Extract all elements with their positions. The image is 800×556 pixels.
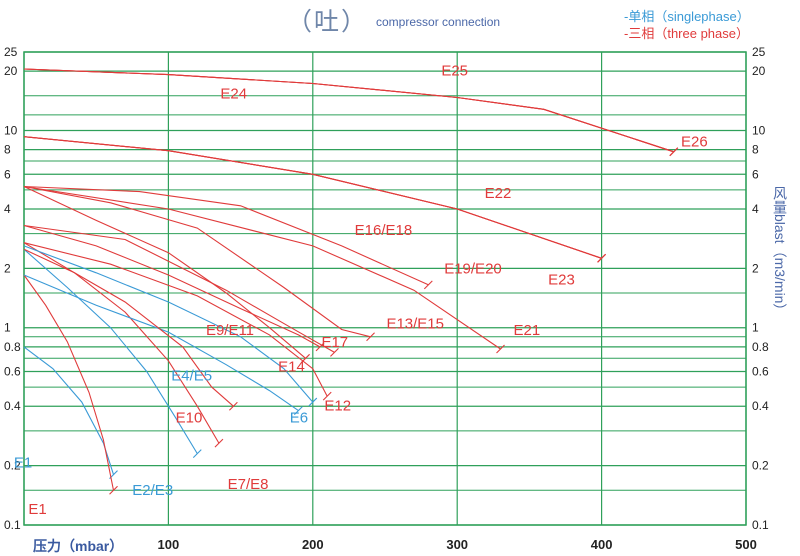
y-tick-label-left: 20 bbox=[4, 64, 18, 78]
series-end-tick bbox=[192, 449, 202, 459]
series-end-tick bbox=[597, 253, 606, 263]
y-tick-label-right: 8 bbox=[752, 143, 759, 157]
y-tick-label-right: 0.4 bbox=[752, 399, 769, 413]
series-end-tick bbox=[330, 348, 339, 357]
y-tick-label-right: 0.8 bbox=[752, 340, 769, 354]
y-tick-label-right: 1 bbox=[752, 321, 759, 335]
y-tick-label-left: 0.8 bbox=[4, 340, 21, 354]
series-line-e23 bbox=[23, 136, 602, 259]
series-end-tick bbox=[109, 485, 118, 495]
y-axis-label: 风量blast（m3/min） bbox=[772, 186, 788, 318]
series-label-e7-e8: E7/E8 bbox=[228, 476, 269, 493]
series-line-e2-e3 bbox=[23, 248, 198, 454]
y-tick-label-left: 4 bbox=[4, 202, 11, 216]
series-line-e13-e15 bbox=[23, 185, 371, 338]
series-end-tick bbox=[308, 397, 318, 407]
x-tick-label: 200 bbox=[302, 537, 324, 552]
series-end-tick bbox=[322, 391, 332, 401]
y-tick-label-right: 20 bbox=[752, 64, 766, 78]
series-end-tick bbox=[423, 280, 433, 290]
series-end-tick bbox=[669, 147, 679, 157]
series-end-tick bbox=[496, 344, 505, 354]
series-label-e25: E25 bbox=[441, 63, 468, 80]
series-line-e6 bbox=[23, 245, 314, 403]
plot-frame bbox=[23, 51, 747, 526]
series-line-e1 bbox=[23, 274, 115, 491]
x-tick-label: 400 bbox=[591, 537, 613, 552]
y-tick-label-left: 6 bbox=[4, 167, 11, 181]
series-end-tick bbox=[293, 406, 303, 416]
series-line-e9-e11 bbox=[23, 224, 321, 348]
series-label-e17: E17 bbox=[321, 334, 348, 351]
legend-three-phase: -三相（three phase） bbox=[624, 26, 749, 41]
x-tick-label: 300 bbox=[446, 537, 468, 552]
series-label-e22: E22 bbox=[485, 185, 512, 202]
chart-subtitle: compressor connection bbox=[376, 15, 501, 29]
y-tick-label-right: 10 bbox=[752, 123, 766, 137]
series-label-e1: E1 bbox=[14, 454, 32, 471]
y-tick-label-right: 0.6 bbox=[752, 365, 769, 379]
series-line-e14 bbox=[23, 186, 306, 359]
y-tick-label-left: 8 bbox=[4, 143, 11, 157]
series-end-tick bbox=[228, 401, 238, 411]
series-end-tick bbox=[366, 332, 375, 342]
chart-title: （吐） bbox=[287, 8, 369, 36]
series-line-e24 bbox=[23, 68, 674, 153]
y-tick-label-left: 10 bbox=[4, 123, 18, 137]
series-line-e26 bbox=[23, 68, 674, 153]
series-label-e16-e18: E16/E18 bbox=[355, 222, 413, 239]
series-line-e1 bbox=[23, 346, 115, 475]
y-tick-label-left: 0.1 bbox=[4, 518, 21, 532]
series-line-e7-e8 bbox=[23, 242, 220, 444]
y-tick-label-left: 0.4 bbox=[4, 399, 21, 413]
legend-single-phase: -单相（singlephase） bbox=[624, 9, 750, 24]
y-tick-label-left: 1 bbox=[4, 321, 11, 335]
series-label-e19-e20: E19/E20 bbox=[444, 261, 502, 278]
series-line-e17 bbox=[23, 224, 335, 353]
y-tick-label-left: 0.2 bbox=[4, 459, 21, 473]
series-label-e2-e3: E2/E3 bbox=[132, 482, 173, 499]
series-label-e14: E14 bbox=[278, 359, 305, 376]
x-tick-label: 500 bbox=[735, 537, 757, 552]
series-label-e12: E12 bbox=[324, 398, 351, 415]
series-label-e21: E21 bbox=[514, 322, 541, 339]
y-tick-label-left: 0.6 bbox=[4, 365, 21, 379]
series-label-e13-e15: E13/E15 bbox=[386, 316, 444, 333]
x-axis-label: 压力（mbar） bbox=[33, 538, 124, 554]
series-label-e4-e5: E4/E5 bbox=[171, 368, 212, 385]
series-end-tick bbox=[214, 438, 224, 448]
x-tick-label: 100 bbox=[158, 537, 180, 552]
series-label-e1: E1 bbox=[28, 501, 46, 518]
series-label-e10: E10 bbox=[176, 410, 203, 427]
series-label-e26: E26 bbox=[681, 133, 708, 150]
series-line-e4-e5 bbox=[23, 274, 299, 412]
y-tick-label-right: 0.1 bbox=[752, 518, 769, 532]
series-line-e12 bbox=[23, 242, 328, 397]
series-line-e16-e18 bbox=[23, 185, 429, 286]
y-tick-label-right: 4 bbox=[752, 202, 759, 216]
series-label-e9-e11: E9/E11 bbox=[206, 322, 254, 339]
series-line-e10 bbox=[23, 248, 234, 407]
y-tick-label-left: 2 bbox=[4, 261, 11, 275]
y-tick-label-left: 25 bbox=[4, 45, 18, 59]
y-tick-label-right: 2 bbox=[752, 261, 759, 275]
y-tick-label-right: 0.2 bbox=[752, 459, 769, 473]
series-line-e25 bbox=[23, 68, 674, 153]
y-tick-label-right: 6 bbox=[752, 167, 759, 181]
series-label-e6: E6 bbox=[290, 410, 308, 427]
y-tick-label-right: 25 bbox=[752, 45, 766, 59]
series-line-e21 bbox=[23, 185, 501, 350]
series-end-tick bbox=[315, 342, 325, 352]
series-label-e23: E23 bbox=[548, 271, 575, 288]
series-label-e24: E24 bbox=[220, 86, 247, 103]
series-end-tick bbox=[301, 353, 310, 363]
